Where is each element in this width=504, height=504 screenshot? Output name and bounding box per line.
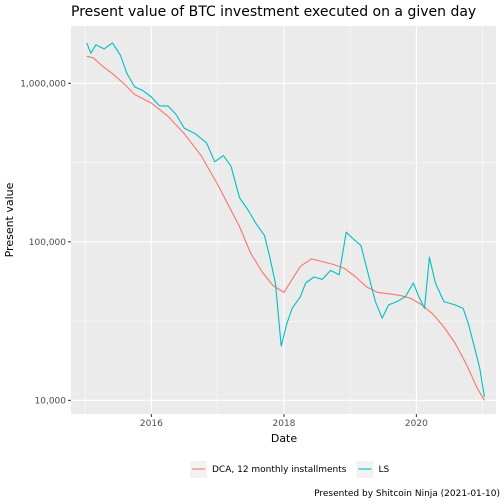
y-axis-ticks: 1,000,000 100,000 10,000 bbox=[20, 79, 71, 406]
caption: Presented by Shitcoin Ninja (2021-01-10) bbox=[314, 489, 500, 499]
y-tick-label: 1,000,000 bbox=[20, 79, 66, 89]
y-tick-label: 100,000 bbox=[29, 238, 66, 248]
y-tick-label: 10,000 bbox=[35, 396, 67, 406]
legend-label-ls: LS bbox=[378, 465, 389, 475]
x-axis-title: Date bbox=[271, 432, 298, 445]
x-tick-label: 2018 bbox=[273, 419, 296, 429]
series-layer bbox=[86, 42, 485, 401]
x-axis-ticks: 2016 2018 2020 bbox=[140, 414, 428, 429]
chart-title: Present value of BTC investment executed… bbox=[71, 4, 476, 20]
y-axis-title: Present value bbox=[3, 182, 16, 257]
legend: DCA, 12 monthly installments LS bbox=[190, 461, 389, 478]
major-gridlines bbox=[71, 26, 496, 414]
legend-label-dca: DCA, 12 monthly installments bbox=[212, 465, 347, 475]
series-line-ls bbox=[86, 42, 485, 398]
x-tick-label: 2020 bbox=[405, 419, 428, 429]
x-tick-label: 2016 bbox=[140, 419, 163, 429]
